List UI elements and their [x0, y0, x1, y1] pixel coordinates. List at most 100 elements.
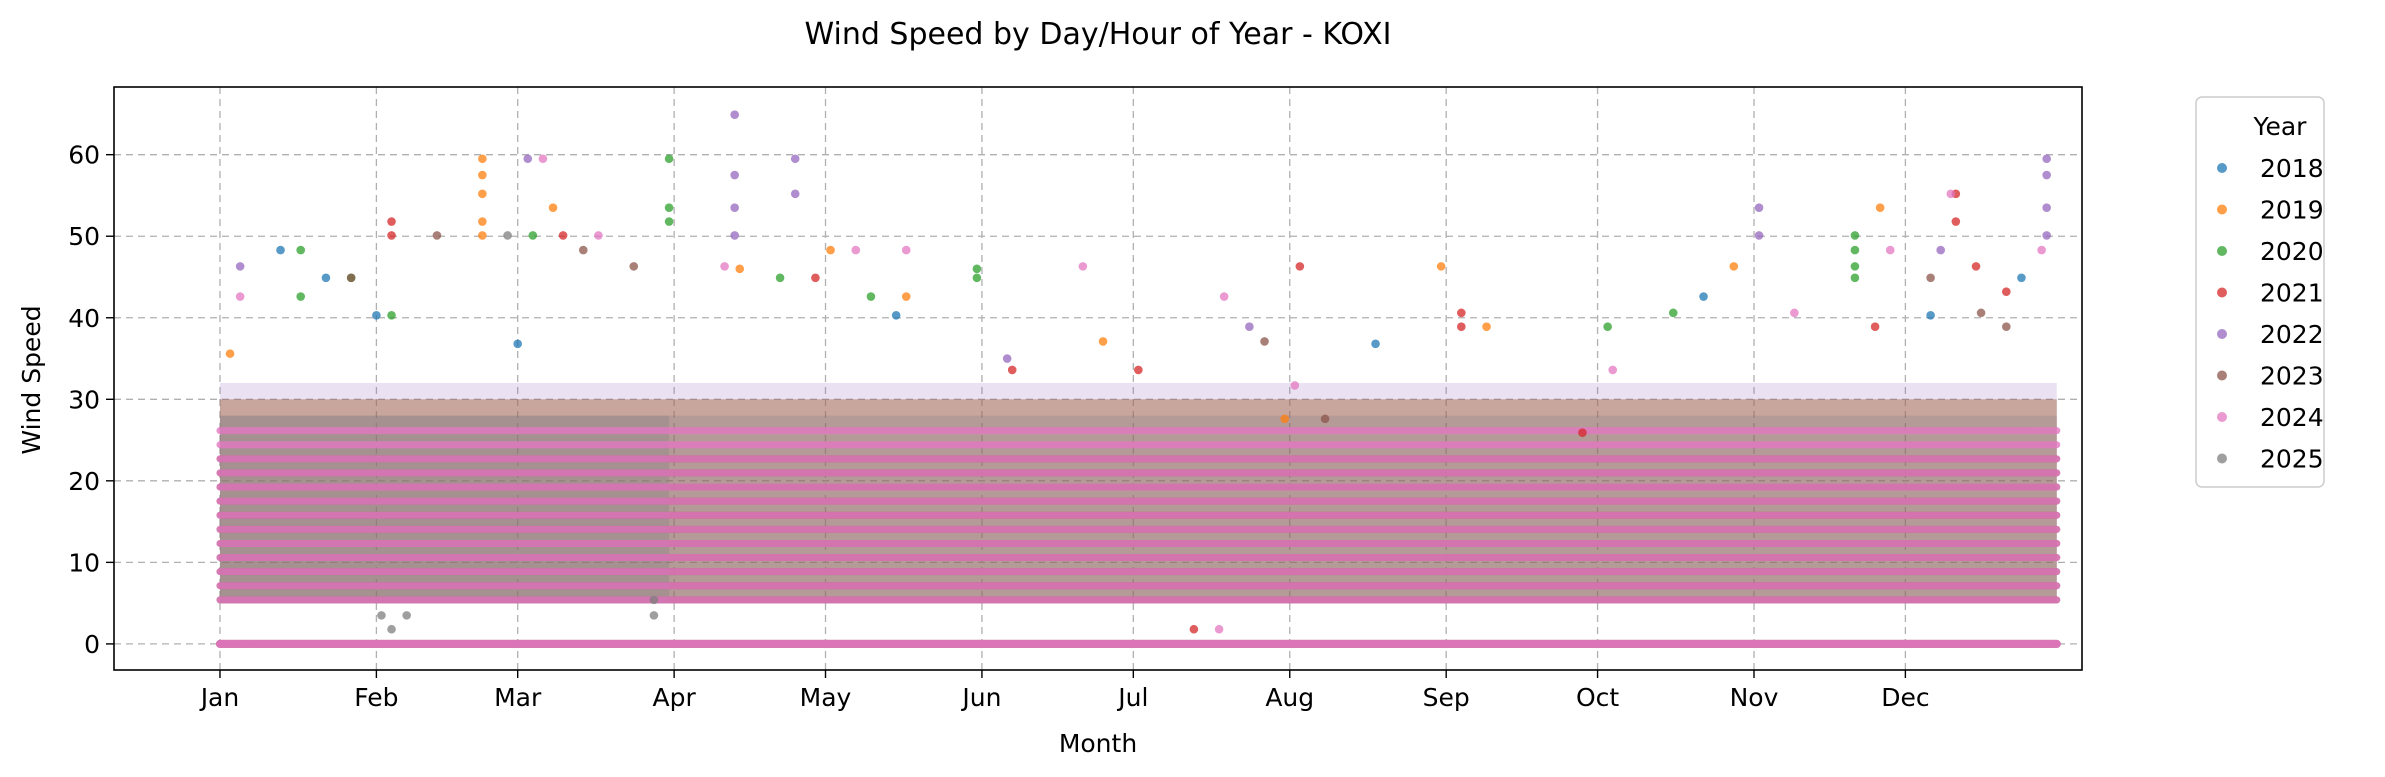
point-2019 — [735, 264, 745, 274]
point-2023 — [578, 245, 588, 255]
point-2019 — [1729, 262, 1739, 271]
legend-label-2024: 2024 — [2260, 403, 2324, 432]
point-2024 — [1946, 189, 1956, 199]
point-2020 — [528, 231, 538, 240]
point-2018 — [1926, 311, 1935, 320]
point-2022 — [1002, 354, 1012, 363]
point-2023 — [1976, 308, 1986, 318]
point-2024 — [901, 245, 911, 255]
point-2024 — [1078, 262, 1088, 271]
point-2025 — [649, 611, 659, 620]
point-2019 — [225, 349, 235, 358]
point-2022 — [790, 189, 800, 199]
point-2020 — [1603, 322, 1612, 332]
point-2022 — [790, 154, 800, 164]
x-tick-label: Mar — [494, 683, 542, 712]
legend-marker-2021 — [2217, 287, 2227, 298]
point-2023 — [1320, 414, 1330, 424]
point-2021 — [1457, 308, 1466, 318]
point-2024 — [2037, 245, 2046, 255]
legend-label-2019: 2019 — [2260, 196, 2324, 225]
legend-marker-2023 — [2217, 370, 2227, 381]
point-2020 — [972, 273, 982, 283]
point-2021 — [1971, 262, 1981, 271]
point-2024 — [235, 292, 245, 301]
point-2020 — [296, 245, 306, 255]
point-2021 — [1007, 365, 1017, 375]
y-tick-label: 10 — [68, 548, 100, 577]
legend-marker-2020 — [2217, 246, 2227, 256]
x-tick-label: Apr — [652, 683, 696, 712]
point-2022 — [523, 154, 533, 164]
point-2021 — [811, 273, 820, 283]
point-2019 — [1482, 322, 1491, 332]
point-2021 — [1951, 217, 1961, 226]
point-2020 — [1850, 231, 1860, 240]
point-2025 — [387, 624, 396, 634]
legend-label-2018: 2018 — [2260, 154, 2324, 183]
point-2023 — [432, 231, 442, 240]
point-2022 — [2042, 203, 2051, 212]
legend-marker-2025 — [2217, 453, 2227, 464]
legend-title: Year — [2253, 112, 2308, 141]
y-tick-label: 40 — [68, 304, 100, 333]
point-2024 — [1608, 365, 1618, 375]
point-2019 — [1436, 262, 1446, 271]
point-2022 — [730, 110, 739, 120]
y-tick-label: 20 — [68, 467, 100, 496]
point-2018 — [276, 245, 285, 255]
point-2024 — [1885, 245, 1895, 255]
point-2021 — [1189, 624, 1199, 634]
point-2022 — [1754, 231, 1764, 240]
point-2020 — [866, 292, 876, 301]
data-points — [225, 110, 2051, 634]
point-2025 — [649, 595, 659, 605]
point-2018 — [1371, 339, 1380, 349]
point-2024 — [538, 154, 548, 164]
legend-label-2022: 2022 — [2260, 320, 2324, 349]
point-2021 — [1870, 322, 1880, 332]
chart-title: Wind Speed by Day/Hour of Year - KOXI — [805, 17, 1392, 52]
point-2020 — [972, 264, 982, 274]
point-2021 — [1134, 365, 1143, 375]
point-2024 — [594, 231, 603, 240]
x-tick-label: Sep — [1423, 683, 1470, 712]
x-tick-label: Jun — [960, 683, 1001, 712]
x-tick-label: Dec — [1881, 683, 1929, 712]
point-2022 — [2042, 231, 2051, 240]
point-2025 — [377, 611, 386, 620]
point-2019 — [478, 170, 487, 180]
point-2019 — [478, 154, 487, 164]
point-2022 — [730, 231, 739, 240]
point-2023 — [629, 262, 639, 271]
legend-label-2020: 2020 — [2260, 237, 2324, 266]
legend-label-2021: 2021 — [2260, 279, 2324, 308]
x-tick-label: Nov — [1730, 683, 1779, 712]
x-tick-label: May — [800, 683, 852, 712]
point-2024 — [1214, 624, 1224, 634]
point-2024 — [1219, 292, 1229, 301]
point-2022 — [235, 262, 245, 271]
legend-marker-2024 — [2217, 412, 2227, 422]
point-2018 — [513, 339, 522, 349]
x-tick-label: Oct — [1576, 683, 1619, 712]
point-2020 — [1850, 262, 1860, 271]
x-tick-label: Jul — [1116, 683, 1148, 712]
point-2025 — [402, 611, 411, 620]
y-tick-label: 60 — [68, 141, 100, 170]
point-2019 — [1098, 337, 1108, 346]
y-tick-label: 30 — [68, 385, 100, 414]
point-2022 — [2042, 170, 2051, 180]
legend-marker-2019 — [2217, 204, 2227, 215]
point-2019 — [1280, 414, 1290, 424]
point-2018 — [372, 311, 381, 320]
point-2024 — [1790, 308, 1799, 318]
point-2020 — [664, 154, 674, 164]
point-2022 — [1245, 322, 1254, 332]
plot-frame — [113, 86, 2083, 671]
point-2020 — [296, 292, 306, 301]
point-2020 — [664, 203, 674, 212]
point-2023 — [1926, 273, 1935, 283]
point-2018 — [1699, 292, 1708, 301]
